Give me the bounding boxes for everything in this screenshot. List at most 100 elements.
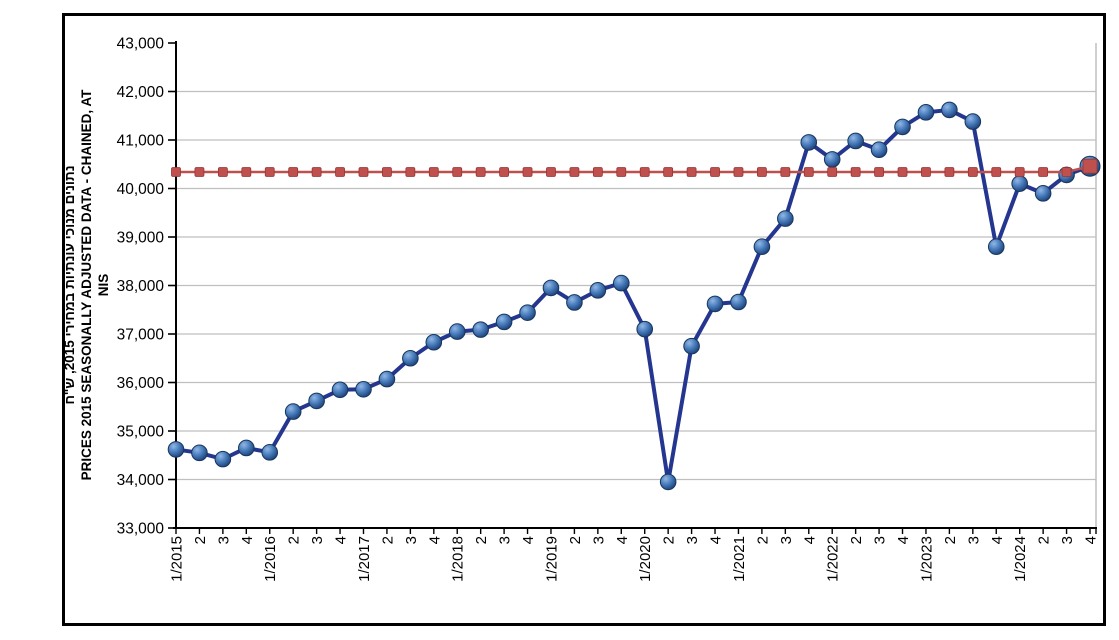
x-tick-label: 4 (708, 536, 725, 544)
data-point-marker (847, 132, 864, 150)
x-tick-label: 1/2024 (1012, 536, 1029, 582)
x-tick-label: 1/2016 (262, 536, 279, 582)
x-tick-label: 2 (286, 536, 303, 544)
reference-marker (592, 167, 603, 177)
x-tick-label: 4 (1083, 536, 1100, 544)
reference-marker (171, 167, 181, 177)
x-tick-label: 4 (426, 536, 443, 544)
data-point-marker (917, 104, 935, 121)
reference-marker (358, 167, 369, 177)
x-tick-label: 4 (989, 536, 1006, 544)
y-tick-label: 39,000 (117, 230, 165, 247)
reference-marker (569, 167, 580, 177)
reference-marker (616, 167, 627, 177)
reference-marker (499, 167, 510, 177)
x-tick-label: 1/2019 (543, 536, 560, 582)
reference-marker (335, 167, 345, 177)
reference-marker (288, 167, 299, 177)
data-point-marker (823, 151, 841, 168)
data-point-marker (167, 441, 185, 458)
data-point-marker (659, 473, 677, 491)
data-point-marker (261, 444, 279, 461)
x-tick-label: 3 (965, 536, 982, 544)
reference-marker (1038, 167, 1049, 177)
x-tick-label: 3 (684, 536, 701, 544)
data-point-marker (987, 238, 1005, 255)
y-tick-label: 42,000 (117, 84, 165, 101)
data-point-marker (1034, 185, 1052, 202)
y-tick-label: 35,000 (117, 424, 165, 441)
data-point-marker (378, 370, 396, 388)
reference-marker (546, 167, 556, 177)
x-tick-label: 2 (192, 536, 209, 544)
reference-line (176, 164, 1091, 174)
y-tick-label: 36,000 (117, 375, 165, 392)
reference-marker (194, 167, 205, 177)
reference-marker (897, 167, 908, 177)
data-point-marker (894, 118, 911, 136)
x-tick-label: 1/2017 (356, 536, 373, 582)
x-tick-label: 1/2022 (825, 536, 842, 582)
reference-marker (217, 167, 228, 177)
data-point-marker (612, 274, 630, 292)
reference-marker (967, 167, 978, 177)
data-point-marker (495, 313, 513, 331)
y-tick-label: 37,000 (117, 327, 165, 344)
x-tick-label: 2 (754, 536, 771, 544)
x-tick-label: 2 (661, 536, 678, 544)
x-tick-label: 1/2020 (637, 536, 654, 582)
data-point-marker (308, 392, 325, 410)
x-tick-label: 2 (473, 536, 490, 544)
data-point-marker (730, 293, 747, 311)
y-tick-label: 40,000 (117, 181, 165, 198)
data-point-marker (964, 113, 982, 130)
data-point-marker (331, 381, 349, 399)
data-point-marker (941, 101, 958, 119)
x-tick-label: 4 (801, 536, 818, 544)
x-tick-label: 1/2018 (450, 536, 467, 582)
reference-marker (780, 167, 791, 177)
reference-marker (405, 167, 416, 177)
x-tick-label: 3 (1059, 536, 1076, 544)
x-tick-label: 4 (895, 536, 912, 544)
x-tick-label: 2 (567, 536, 584, 544)
reference-marker (475, 167, 486, 177)
reference-marker (452, 167, 463, 177)
y-tick-label: 33,000 (117, 521, 165, 538)
x-tick-label: 3 (215, 536, 232, 544)
x-tick-label: 2 (848, 536, 865, 544)
reference-marker (710, 167, 720, 177)
x-tick-label: 1/2021 (731, 536, 748, 582)
data-point-marker (355, 380, 372, 398)
x-tick-label: 2 (379, 536, 396, 544)
x-tick-label: 4 (614, 536, 631, 544)
reference-marker (921, 167, 931, 177)
reference-marker (733, 167, 744, 177)
x-tick-label: 4 (520, 536, 537, 544)
data-point-marker (1011, 175, 1028, 192)
reference-marker (522, 167, 533, 177)
x-tick-label: 3 (778, 536, 795, 544)
data-point-marker (566, 294, 583, 311)
data-point-marker (753, 238, 771, 255)
x-tick-label: 3 (403, 536, 420, 544)
reference-marker (639, 167, 650, 177)
data-point-marker (706, 295, 724, 313)
x-tick-label: 2 (942, 536, 959, 544)
reference-marker (1014, 167, 1025, 177)
x-tick-label: 4 (333, 536, 350, 544)
data-point-marker (519, 304, 536, 321)
reference-marker (803, 167, 814, 177)
reference-marker (264, 167, 275, 177)
reference-marker (874, 167, 884, 177)
data-point-marker (238, 439, 255, 457)
x-tick-label: 4 (239, 536, 256, 544)
reference-marker (241, 167, 252, 177)
reference-marker (944, 167, 955, 177)
data-point-marker (402, 349, 419, 367)
x-tick-label: 1/2023 (918, 536, 935, 582)
reference-marker (850, 167, 861, 177)
data-point-marker (683, 337, 700, 355)
